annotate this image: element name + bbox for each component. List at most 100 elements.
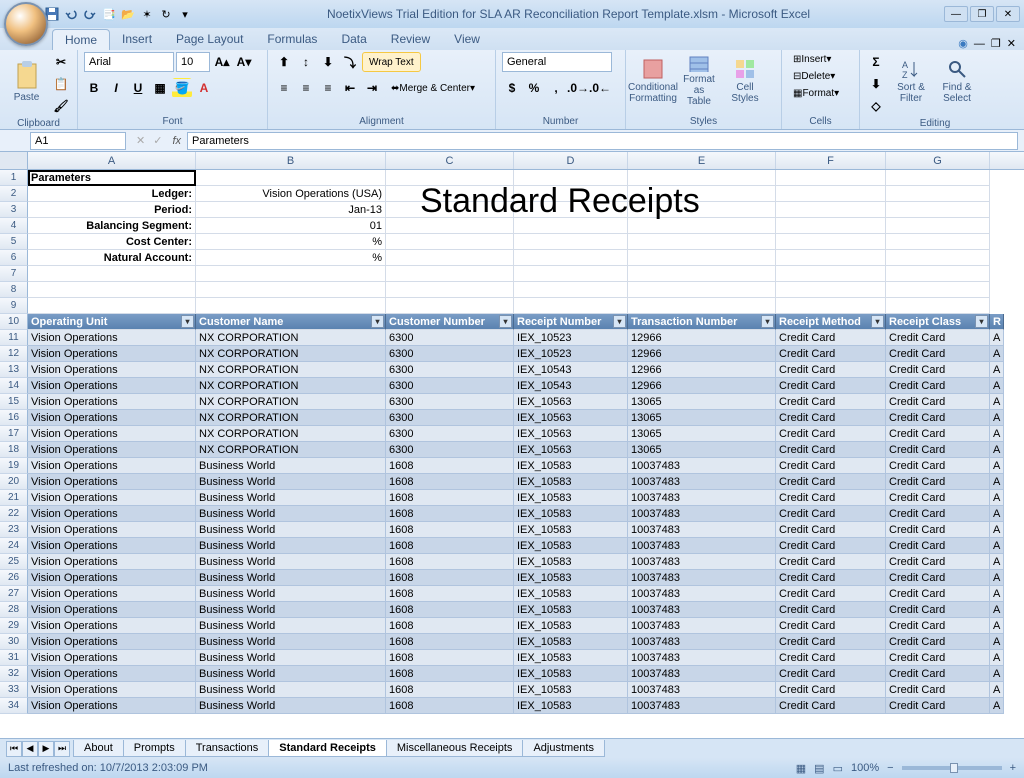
row-header[interactable]: 33 xyxy=(0,682,28,698)
row-header[interactable]: 3 xyxy=(0,202,28,218)
orientation-icon[interactable]: ⤵ xyxy=(340,52,360,72)
table-cell[interactable]: 1608 xyxy=(386,602,514,618)
cell[interactable] xyxy=(776,218,886,234)
table-cell[interactable]: Business World xyxy=(196,570,386,586)
table-cell[interactable]: 10037483 xyxy=(628,474,776,490)
tab-review[interactable]: Review xyxy=(379,29,442,50)
row-header[interactable]: 17 xyxy=(0,426,28,442)
table-cell[interactable]: 6300 xyxy=(386,378,514,394)
table-cell[interactable]: Credit Card xyxy=(886,346,990,362)
table-cell[interactable]: A xyxy=(990,346,1004,362)
cell[interactable]: Vision Operations (USA) xyxy=(196,186,386,202)
table-cell[interactable]: 6300 xyxy=(386,410,514,426)
table-cell[interactable]: 10037483 xyxy=(628,682,776,698)
table-header[interactable]: Receipt Method▾ xyxy=(776,314,886,330)
cell[interactable] xyxy=(886,186,990,202)
next-sheet-button[interactable]: ▶ xyxy=(38,741,54,757)
cell[interactable] xyxy=(196,298,386,314)
table-cell[interactable]: IEX_10583 xyxy=(514,522,628,538)
table-cell[interactable]: IEX_10563 xyxy=(514,426,628,442)
table-cell[interactable]: Business World xyxy=(196,554,386,570)
filter-icon[interactable]: ▾ xyxy=(181,315,194,328)
cell[interactable] xyxy=(28,298,196,314)
cell[interactable] xyxy=(776,170,886,186)
cell[interactable] xyxy=(196,266,386,282)
table-cell[interactable]: 1608 xyxy=(386,634,514,650)
format-cells-button[interactable]: ▦ Format ▾ xyxy=(788,86,844,101)
col-header-E[interactable]: E xyxy=(628,152,776,169)
row-header[interactable]: 24 xyxy=(0,538,28,554)
cut-icon[interactable]: ✂ xyxy=(51,52,71,72)
table-cell[interactable]: Credit Card xyxy=(776,410,886,426)
table-cell[interactable]: A xyxy=(990,490,1004,506)
table-cell[interactable]: Vision Operations xyxy=(28,394,196,410)
cell[interactable] xyxy=(886,202,990,218)
copy-icon[interactable]: 📋 xyxy=(51,74,71,94)
table-cell[interactable]: A xyxy=(990,538,1004,554)
select-all-corner[interactable] xyxy=(0,152,28,169)
row-header[interactable]: 23 xyxy=(0,522,28,538)
table-cell[interactable]: 1608 xyxy=(386,506,514,522)
number-format-select[interactable] xyxy=(502,52,612,72)
table-cell[interactable]: 10037483 xyxy=(628,602,776,618)
table-cell[interactable]: Credit Card xyxy=(776,682,886,698)
table-cell[interactable]: Vision Operations xyxy=(28,586,196,602)
table-cell[interactable]: Credit Card xyxy=(886,490,990,506)
table-cell[interactable]: NX CORPORATION xyxy=(196,442,386,458)
table-cell[interactable]: Vision Operations xyxy=(28,330,196,346)
table-cell[interactable]: 10037483 xyxy=(628,490,776,506)
table-cell[interactable]: IEX_10583 xyxy=(514,682,628,698)
col-header-C[interactable]: C xyxy=(386,152,514,169)
table-cell[interactable]: 6300 xyxy=(386,346,514,362)
fill-icon[interactable]: ⬇ xyxy=(866,74,886,94)
close-doc-icon[interactable]: ✕ xyxy=(1007,37,1016,50)
table-cell[interactable]: Vision Operations xyxy=(28,698,196,714)
undo-icon[interactable] xyxy=(63,6,79,22)
worksheet[interactable]: ABCDEFG 1Parameters2Ledger:Vision Operat… xyxy=(0,152,1024,738)
font-size-select[interactable] xyxy=(176,52,210,72)
cell[interactable] xyxy=(886,218,990,234)
table-cell[interactable]: Business World xyxy=(196,666,386,682)
table-cell[interactable]: Credit Card xyxy=(886,362,990,378)
table-cell[interactable]: Vision Operations xyxy=(28,666,196,682)
delete-cells-button[interactable]: ⊟ Delete ▾ xyxy=(788,69,840,84)
cell[interactable] xyxy=(886,298,990,314)
sheet-tab-about[interactable]: About xyxy=(73,740,124,757)
row-header[interactable]: 1 xyxy=(0,170,28,186)
table-cell[interactable]: 13065 xyxy=(628,442,776,458)
table-cell[interactable]: 1608 xyxy=(386,650,514,666)
first-sheet-button[interactable]: ⏮ xyxy=(6,741,22,757)
currency-icon[interactable]: $ xyxy=(502,78,522,98)
cell[interactable] xyxy=(628,282,776,298)
table-cell[interactable]: 6300 xyxy=(386,330,514,346)
prev-sheet-button[interactable]: ◀ xyxy=(22,741,38,757)
table-header[interactable]: Customer Name▾ xyxy=(196,314,386,330)
table-cell[interactable]: Credit Card xyxy=(886,666,990,682)
table-cell[interactable]: A xyxy=(990,410,1004,426)
table-cell[interactable]: Credit Card xyxy=(776,490,886,506)
table-cell[interactable]: NX CORPORATION xyxy=(196,330,386,346)
table-cell[interactable]: 12966 xyxy=(628,346,776,362)
table-cell[interactable]: 13065 xyxy=(628,410,776,426)
cell[interactable] xyxy=(886,234,990,250)
table-cell[interactable]: Vision Operations xyxy=(28,538,196,554)
row-header[interactable]: 9 xyxy=(0,298,28,314)
min-ribbon-icon[interactable]: — xyxy=(974,38,985,50)
table-cell[interactable]: Credit Card xyxy=(776,474,886,490)
italic-button[interactable]: I xyxy=(106,78,126,98)
table-cell[interactable]: 1608 xyxy=(386,458,514,474)
table-cell[interactable]: Credit Card xyxy=(776,602,886,618)
table-cell[interactable]: IEX_10583 xyxy=(514,698,628,714)
table-cell[interactable]: 10037483 xyxy=(628,666,776,682)
table-cell[interactable]: Credit Card xyxy=(776,666,886,682)
table-header[interactable]: Receipt Number▾ xyxy=(514,314,628,330)
table-cell[interactable]: Credit Card xyxy=(886,458,990,474)
table-cell[interactable]: IEX_10563 xyxy=(514,442,628,458)
table-cell[interactable]: A xyxy=(990,362,1004,378)
grow-font-icon[interactable]: A▴ xyxy=(212,52,232,72)
table-cell[interactable]: Business World xyxy=(196,682,386,698)
table-cell[interactable]: Credit Card xyxy=(776,346,886,362)
cell[interactable] xyxy=(886,266,990,282)
align-center-icon[interactable]: ≡ xyxy=(296,78,316,98)
row-header[interactable]: 11 xyxy=(0,330,28,346)
